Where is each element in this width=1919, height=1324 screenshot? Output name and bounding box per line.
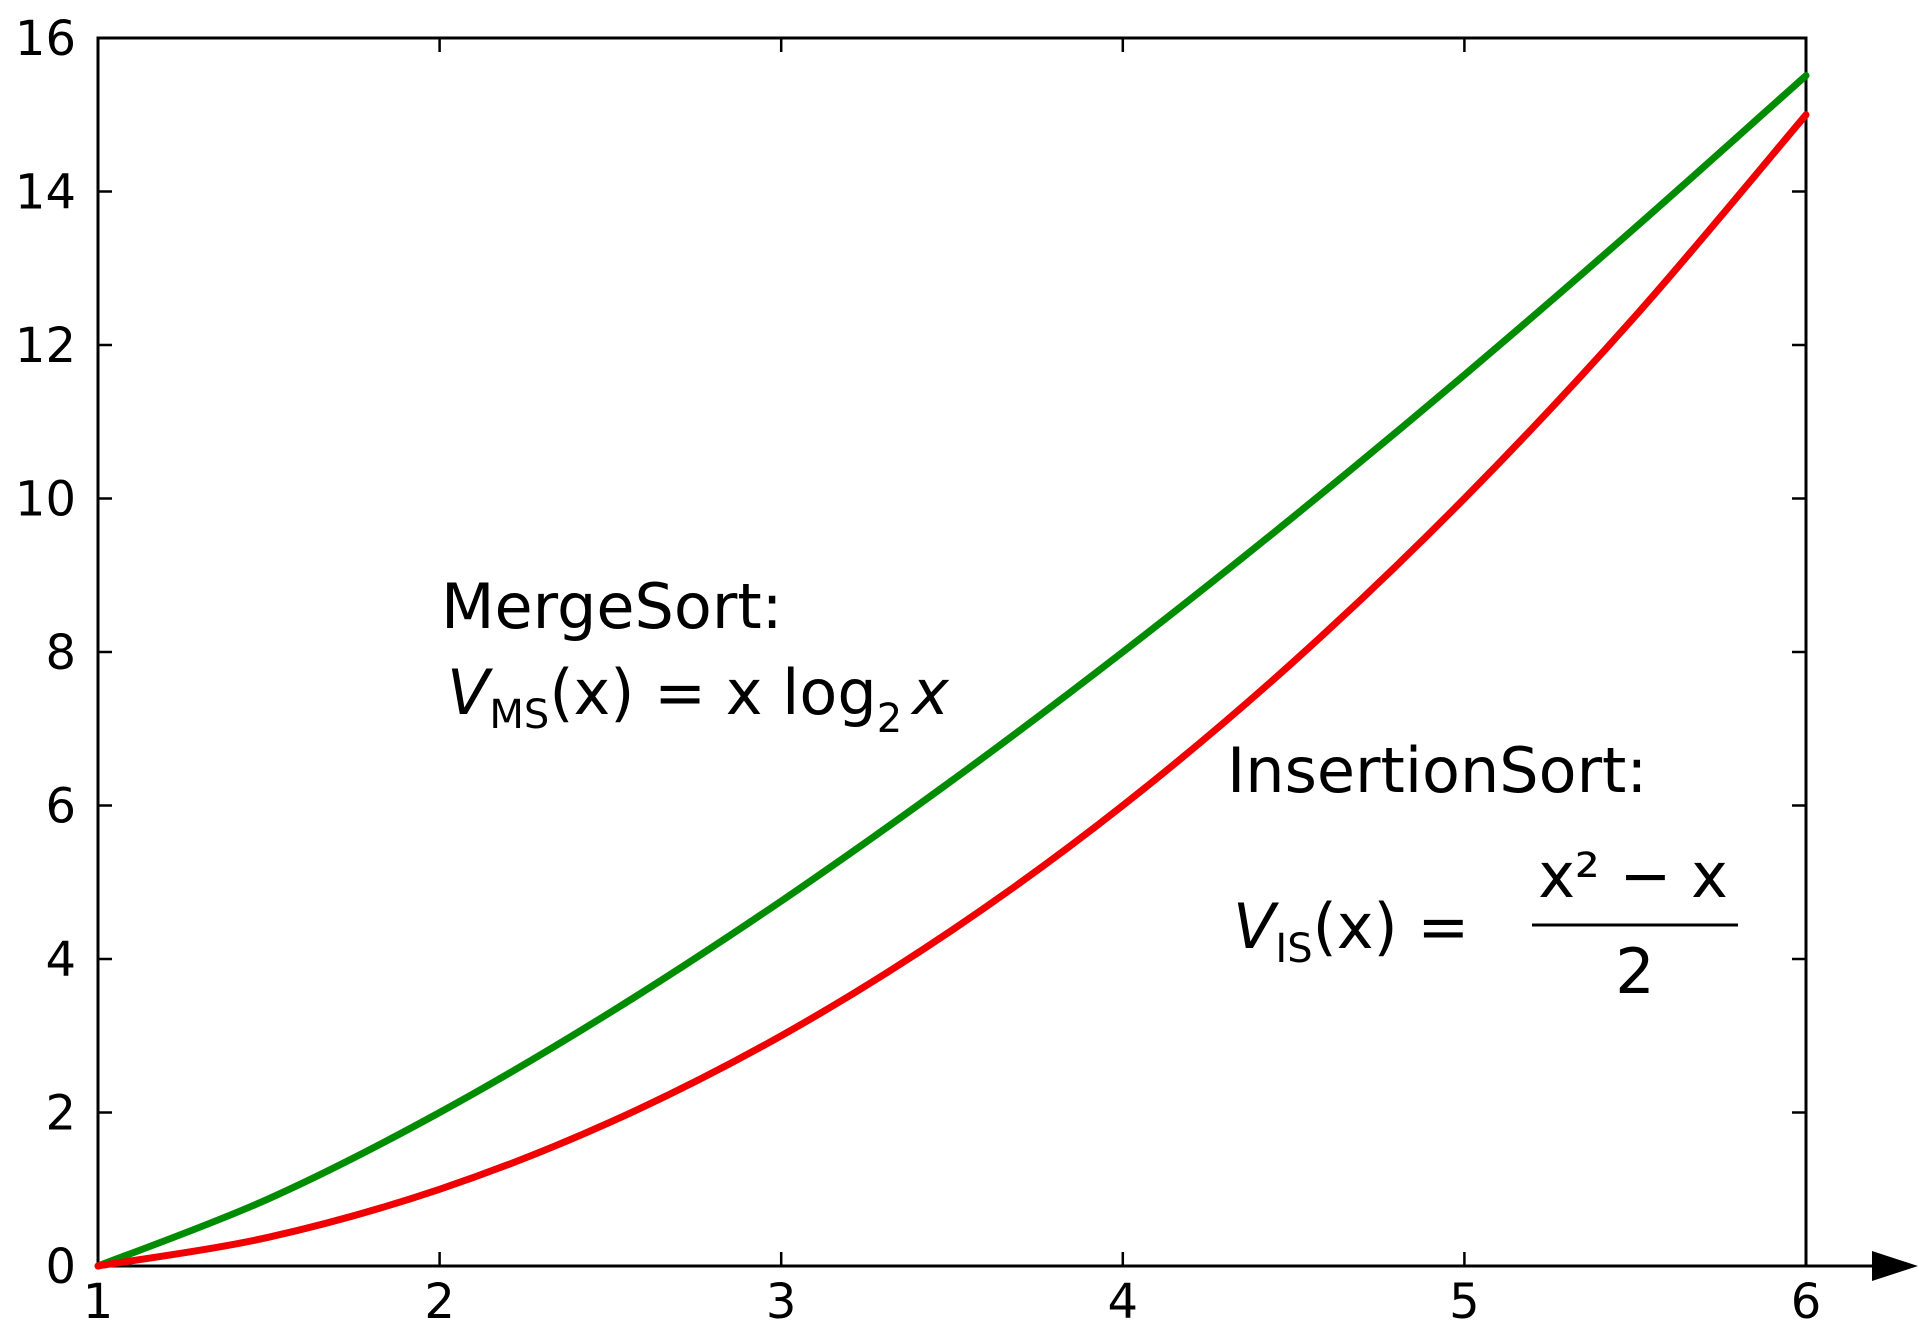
x-axis-arrowhead: [1872, 1251, 1918, 1281]
plot-frame: [96, 36, 1808, 1268]
insertionsort-heading: InsertionSort:: [1227, 734, 1647, 807]
y-tick-label: 8: [45, 625, 76, 681]
insertionsort-subscript: IS: [1275, 926, 1312, 972]
x-tick-label: 4: [1108, 1274, 1139, 1319]
insertionsort-annotation: InsertionSort: VIS(x) = x² − x 2: [1227, 734, 1738, 1008]
mergesort-var: V: [447, 656, 494, 729]
y-tick-label: 0: [45, 1239, 76, 1295]
insertionsort-numerator: x² − x: [1538, 839, 1728, 912]
mergesort-tail: x: [910, 656, 950, 729]
y-tick-label: 14: [15, 165, 76, 221]
series-line-0: [94, 72, 1810, 1270]
y-tick-label: 16: [15, 11, 76, 67]
mergesort-lhs: (x) = x log: [549, 656, 876, 729]
y-tick-label: 2: [45, 1086, 76, 1142]
x-tick-label: 6: [1791, 1274, 1822, 1319]
x-tick-label: 1: [83, 1274, 114, 1319]
mergesort-heading: MergeSort:: [441, 570, 783, 643]
y-tick-label: 4: [45, 932, 76, 988]
x-tick-label: 3: [766, 1274, 797, 1319]
series-line-1: [94, 111, 1810, 1270]
x-tick-label: 5: [1449, 1274, 1480, 1319]
y-tick-label: 10: [15, 472, 76, 528]
insertionsort-lhs: (x) =: [1313, 890, 1470, 963]
insertionsort-denominator: 2: [1615, 935, 1654, 1008]
y-tick-label: 6: [45, 779, 76, 835]
x-tick-label: 2: [424, 1274, 455, 1319]
insertionsort-var: V: [1233, 890, 1280, 963]
insertionsort-formula: VIS(x) =: [1233, 890, 1469, 972]
mergesort-log-base: 2: [877, 696, 902, 742]
y-tick-label: 12: [15, 318, 76, 374]
mergesort-formula: VMS(x) = x log2 x: [447, 656, 950, 742]
mergesort-annotation: MergeSort: VMS(x) = x log2 x: [441, 570, 950, 742]
mergesort-subscript: MS: [489, 692, 549, 738]
